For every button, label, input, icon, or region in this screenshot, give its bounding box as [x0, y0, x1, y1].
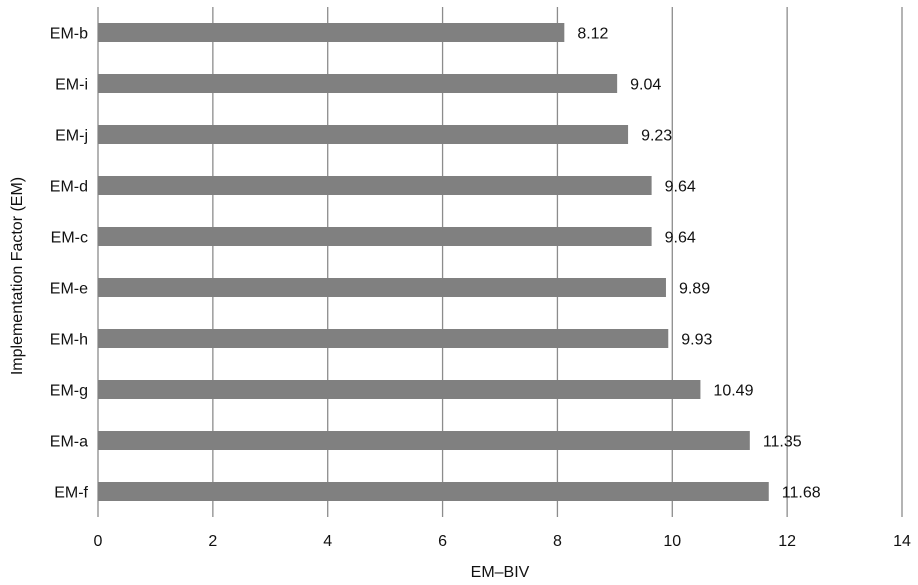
- bar: [98, 380, 701, 399]
- category-label: EM-e: [50, 281, 88, 298]
- value-label: 9.93: [681, 332, 712, 349]
- category-label: EM-d: [50, 179, 88, 196]
- x-tick-label: 12: [778, 533, 796, 550]
- bar: [98, 278, 666, 297]
- bar: [98, 74, 618, 93]
- category-label: EM-g: [50, 383, 88, 400]
- x-tick-label: 2: [208, 533, 217, 550]
- value-label: 9.89: [679, 281, 710, 298]
- category-label: EM-c: [51, 230, 88, 247]
- bar: [98, 227, 652, 246]
- value-label: 9.04: [630, 77, 661, 94]
- value-label: 9.64: [665, 179, 696, 196]
- x-tick-label: 6: [438, 533, 447, 550]
- x-tick-label: 4: [323, 533, 332, 550]
- bar: [98, 176, 652, 195]
- y-axis-tick-labels: EM-b EM-i EM-j EM-d EM-c EM-e EM-h EM-g EM-a EM-f: [50, 26, 89, 502]
- bar: [98, 482, 769, 501]
- x-axis-tick-labels: 0 2 4 6 8 10 12 14: [94, 533, 911, 550]
- x-tick-label: 10: [663, 533, 681, 550]
- y-axis-label: Implementation Factor (EM): [9, 177, 26, 375]
- value-labels: 8.12 9.04 9.23 9.64 9.64 9.89 9.93 10.49 11.35 11…: [577, 26, 820, 502]
- category-label: EM-f: [54, 485, 88, 502]
- category-label: EM-b: [50, 26, 88, 43]
- bar: [98, 329, 669, 348]
- bars: [98, 23, 769, 501]
- value-label: 9.64: [665, 230, 696, 247]
- value-label: 8.12: [577, 26, 608, 43]
- category-label: EM-i: [55, 77, 88, 94]
- value-label: 10.49: [713, 383, 753, 400]
- x-tick-label: 14: [893, 533, 911, 550]
- bar: [98, 125, 629, 144]
- x-tick-label: 0: [94, 533, 103, 550]
- category-label: EM-j: [55, 128, 88, 145]
- value-label: 9.23: [641, 128, 672, 145]
- x-axis-label: EM–BIV: [471, 564, 530, 581]
- value-label: 11.35: [763, 434, 802, 451]
- bar: [98, 431, 750, 450]
- category-label: EM-a: [50, 434, 88, 451]
- category-label: EM-h: [50, 332, 88, 349]
- bar: [98, 23, 565, 42]
- value-label: 11.68: [782, 485, 821, 502]
- x-tick-label: 8: [553, 533, 562, 550]
